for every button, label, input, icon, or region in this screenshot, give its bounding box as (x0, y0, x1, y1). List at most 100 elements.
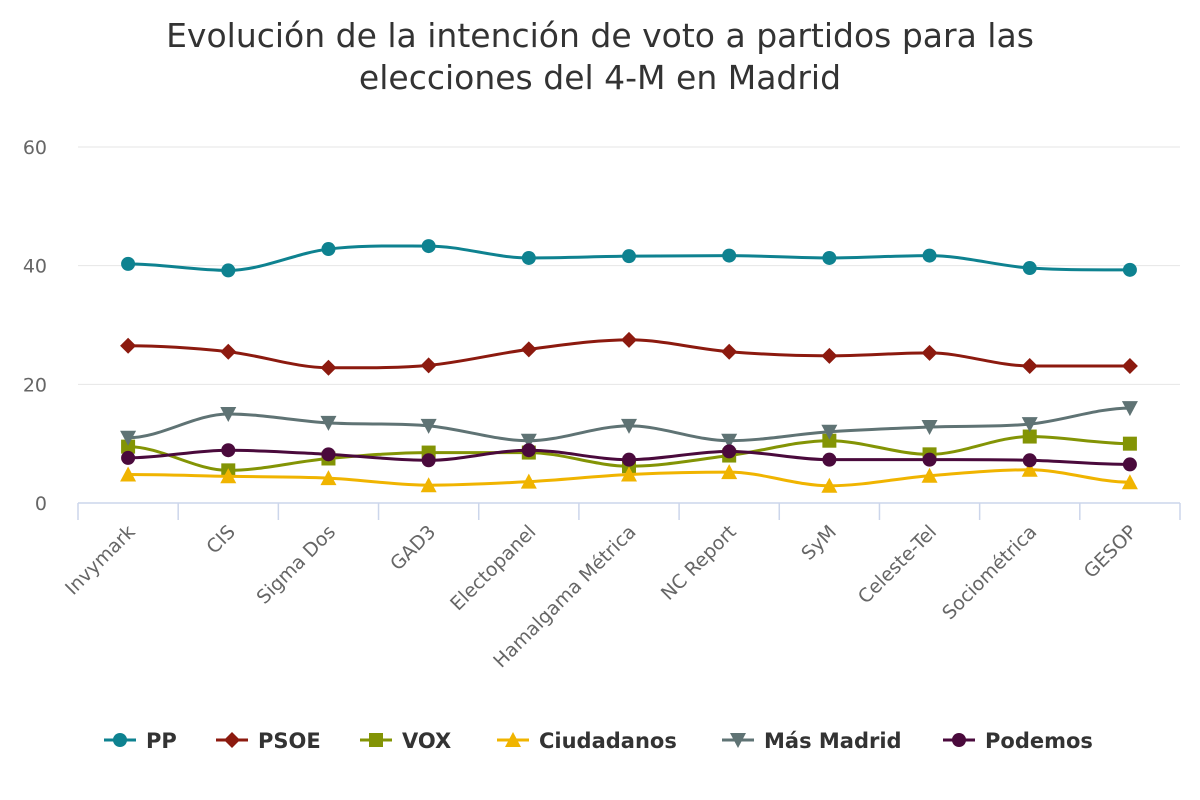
data-point-ciudadanos-invymark[interactable] (120, 466, 137, 482)
data-point-pp-sociometrica[interactable] (1022, 261, 1037, 276)
data-point-pp-gad3[interactable] (421, 239, 436, 254)
data-point-psoe-gesop[interactable] (1121, 357, 1138, 374)
data-point-podemos-electopanel[interactable] (521, 443, 536, 458)
legend-label: Más Madrid (764, 729, 902, 753)
data-point-pp-celeste-tel[interactable] (922, 248, 937, 263)
y-tick-label: 60 (23, 137, 47, 159)
data-point-psoe-cis[interactable] (220, 343, 237, 360)
data-point-mas-madrid-gad3[interactable] (420, 418, 437, 434)
legend-label: Ciudadanos (539, 729, 677, 753)
data-point-psoe-sigma-dos[interactable] (320, 359, 337, 376)
data-point-podemos-sigma-dos[interactable] (321, 447, 336, 462)
data-point-podemos-nc-report[interactable] (722, 444, 737, 459)
data-point-psoe-sym[interactable] (821, 347, 838, 364)
data-point-pp-invymark[interactable] (121, 256, 136, 271)
y-tick-label: 0 (35, 493, 47, 515)
data-point-psoe-sociometrica[interactable] (1021, 357, 1038, 374)
series-ciudadanos (120, 461, 1138, 493)
chart-title-line-1: Evolución de la intención de voto a part… (166, 16, 1034, 55)
x-tick-label: Sociométrica (938, 521, 1041, 624)
legend-symbol-mas-madrid[interactable] (730, 733, 746, 748)
data-point-vox-sociometrica[interactable] (1022, 429, 1037, 444)
data-point-mas-madrid-sym[interactable] (821, 424, 838, 440)
x-axis: Invymark CIS Sigma Dos GAD3 ElectopanelHamal… (61, 502, 1181, 672)
data-point-podemos-sociometrica[interactable] (1022, 453, 1037, 468)
legend: PP PSOE VOX Ciudadanos Más Madrid Podemos (104, 729, 1093, 753)
data-point-pp-cis[interactable] (221, 263, 236, 278)
series-podemos (121, 443, 1137, 472)
data-point-pp-hamalgama-metrica[interactable] (622, 249, 636, 264)
x-tick-label: Celeste-Tel (854, 521, 941, 608)
data-point-psoe-gad3[interactable] (420, 357, 437, 374)
legend-item-podemos[interactable]: Podemos (943, 729, 1093, 753)
data-point-mas-madrid-hamalgama-metrica[interactable] (621, 418, 637, 434)
y-tick-label: 40 (23, 256, 47, 278)
legend-symbol-ciudadanos[interactable] (505, 732, 521, 747)
data-point-ciudadanos-sym[interactable] (821, 477, 838, 493)
data-point-mas-madrid-invymark[interactable] (120, 430, 137, 446)
y-tick-label: 20 (23, 374, 47, 396)
data-point-pp-sym[interactable] (822, 250, 837, 265)
data-point-pp-nc-report[interactable] (722, 248, 737, 263)
chart-title: Evolución de la intención de voto a part… (166, 16, 1034, 97)
data-point-vox-invymark[interactable] (121, 439, 136, 454)
data-point-mas-madrid-celeste-tel[interactable] (921, 420, 938, 436)
data-point-pp-gesop[interactable] (1122, 262, 1137, 277)
data-point-ciudadanos-nc-report[interactable] (721, 464, 738, 480)
y-axis: 0 20 40 60 (23, 137, 47, 515)
legend-symbol-vox[interactable] (369, 733, 383, 747)
data-point-ciudadanos-gad3[interactable] (420, 477, 437, 493)
legend-label: Podemos (985, 729, 1093, 753)
data-point-psoe-invymark[interactable] (120, 337, 137, 354)
data-point-psoe-celeste-tel[interactable] (921, 344, 938, 361)
data-point-psoe-nc-report[interactable] (721, 343, 738, 360)
legend-symbol-pp[interactable] (113, 733, 127, 747)
x-tick-label: NC Report (657, 521, 741, 605)
legend-symbol-psoe[interactable] (224, 732, 240, 748)
legend-item-psoe[interactable]: PSOE (216, 729, 321, 753)
legend-label: VOX (402, 729, 451, 753)
data-point-podemos-hamalgama-metrica[interactable] (622, 452, 636, 467)
data-point-ciudadanos-sigma-dos[interactable] (320, 470, 337, 486)
data-point-ciudadanos-cis[interactable] (220, 468, 237, 484)
series-area (120, 239, 1138, 493)
legend-item-pp[interactable]: PP (104, 729, 177, 753)
data-point-podemos-gesop[interactable] (1122, 457, 1137, 472)
series-mas-madrid (120, 401, 1138, 449)
data-point-podemos-celeste-tel[interactable] (922, 452, 937, 467)
data-point-psoe-electopanel[interactable] (520, 341, 537, 358)
data-point-pp-electopanel[interactable] (521, 250, 536, 265)
chart-title-line-2: elecciones del 4-M en Madrid (359, 58, 841, 97)
legend-item-vox[interactable]: VOX (360, 729, 451, 753)
data-point-ciudadanos-gesop[interactable] (1121, 474, 1138, 490)
data-point-ciudadanos-sociometrica[interactable] (1021, 461, 1038, 477)
data-point-mas-madrid-cis[interactable] (220, 407, 237, 422)
series-psoe (120, 331, 1138, 376)
data-point-pp-sigma-dos[interactable] (321, 242, 336, 257)
data-point-ciudadanos-electopanel[interactable] (520, 473, 537, 489)
legend-label: PSOE (258, 729, 321, 753)
data-point-ciudadanos-hamalgama-metrica[interactable] (621, 466, 637, 482)
data-point-podemos-invymark[interactable] (121, 450, 136, 465)
data-point-mas-madrid-electopanel[interactable] (520, 433, 537, 449)
data-point-podemos-sym[interactable] (822, 452, 837, 467)
legend-item-ciudadanos[interactable]: Ciudadanos (497, 729, 677, 753)
x-tick-label: Invymark (61, 521, 140, 600)
x-tick-label: Sigma Dos (252, 521, 340, 609)
data-point-psoe-hamalgama-metrica[interactable] (621, 331, 637, 348)
data-point-mas-madrid-gesop[interactable] (1121, 401, 1138, 417)
x-tick-label: GAD3 (386, 521, 440, 575)
legend-item-mas-madrid[interactable]: Más Madrid (722, 729, 902, 753)
legend-symbol-podemos[interactable] (952, 733, 966, 747)
data-point-vox-gesop[interactable] (1122, 436, 1137, 451)
x-tick-label: Electopanel (446, 521, 540, 615)
data-point-podemos-cis[interactable] (221, 443, 236, 458)
legend-label: PP (146, 729, 177, 753)
data-point-mas-madrid-sigma-dos[interactable] (320, 415, 337, 431)
data-point-podemos-gad3[interactable] (421, 453, 436, 468)
data-point-mas-madrid-sociometrica[interactable] (1021, 417, 1038, 433)
data-point-mas-madrid-nc-report[interactable] (721, 433, 738, 449)
data-point-ciudadanos-celeste-tel[interactable] (921, 467, 938, 483)
data-point-vox-sym[interactable] (822, 433, 837, 448)
